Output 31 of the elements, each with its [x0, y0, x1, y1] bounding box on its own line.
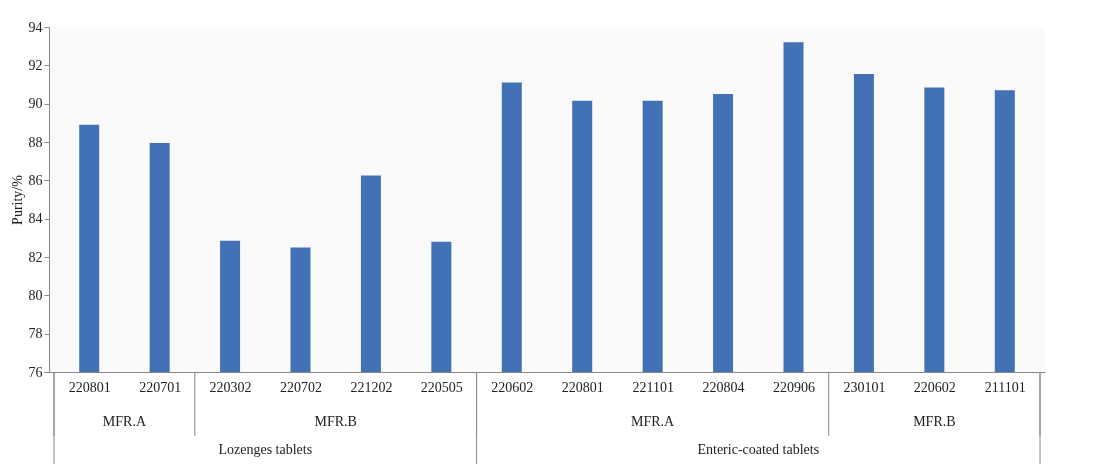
text: Enteric-coated tablets — [697, 442, 820, 457]
x-tick-label: 220702 — [280, 379, 322, 395]
x-tick-label: 221101 — [632, 379, 674, 395]
x-tick-label: 220801 — [68, 379, 111, 395]
x-tick-label: 220505 — [420, 379, 463, 395]
y-tick-label: 80 — [28, 287, 43, 303]
y-tick-label: 92 — [28, 57, 43, 73]
y-tick-label: 94 — [28, 19, 43, 35]
y-axis-title: Purity/% — [9, 174, 25, 225]
x-tick-label: 211101 — [984, 379, 1026, 395]
x-tick-label: 220701 — [139, 379, 182, 395]
x-tick-label: 220302 — [209, 379, 252, 395]
y-tick-label: 90 — [28, 96, 43, 112]
y-tick-label: 86 — [28, 172, 43, 188]
x-tick-label: 220801 — [561, 379, 604, 395]
text: MFR.B — [913, 414, 956, 429]
x-tick-label: 230101 — [843, 379, 886, 395]
x-tick-label: 220602 — [491, 379, 534, 395]
y-tick-label: 76 — [28, 364, 43, 380]
y-tick-label: 78 — [28, 326, 43, 342]
y-tick-label: 88 — [28, 134, 43, 150]
text: MFR.A — [631, 414, 676, 429]
x-tick-label: 221202 — [350, 379, 393, 395]
text: MFR.B — [314, 414, 357, 429]
y-tick-label: 84 — [28, 211, 43, 227]
x-tick-label: 220906 — [773, 379, 815, 395]
x-tick-label: 220804 — [702, 379, 745, 395]
y-tick-label: 82 — [28, 249, 43, 265]
text: MFR.A — [102, 414, 147, 429]
text: Lozenges tablets — [218, 442, 313, 457]
x-tick-label: 220602 — [913, 379, 956, 395]
